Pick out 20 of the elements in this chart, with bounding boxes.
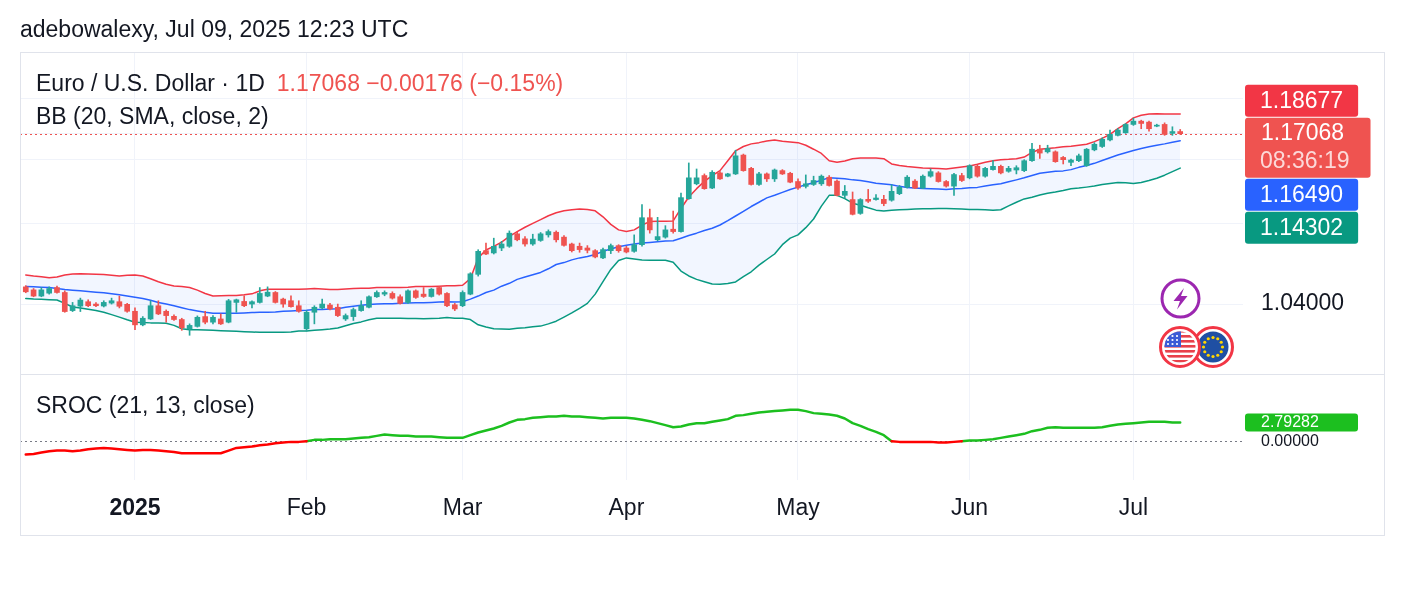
x-tick-label: Jun [951, 494, 989, 521]
text: 1.16490 [1260, 181, 1344, 207]
y-tick-label: 1.04000 [1261, 289, 1345, 316]
text: 1.14302 [1260, 214, 1344, 240]
y-tick-label: 1.17068 [1261, 119, 1345, 145]
x-tick-label: Apr [608, 494, 645, 521]
text: adebowalexy, Jul 09, 2025 12:23 UTC [20, 16, 409, 43]
y-tick-label: 2.79282 [1261, 412, 1319, 430]
x-tick-label: May [776, 494, 821, 521]
x-tick-label: Feb [286, 494, 327, 521]
text: Euro / U.S. Dollar · 1D [36, 70, 265, 97]
text: 1.18677 [1260, 87, 1344, 113]
x-tick-label: 2025 [109, 494, 161, 521]
text: SROC (21, 13, close) [36, 392, 255, 419]
text: 08:36:19 [1260, 147, 1350, 173]
x-tick-label: Mar [442, 494, 483, 521]
x-tick-label: Jul [1118, 494, 1149, 521]
y-tick-label: 0.00000 [1261, 431, 1319, 449]
annotation: 1.17068 −0.00176 (−0.15%) [276, 70, 564, 97]
text: BB (20, SMA, close, 2) [36, 103, 269, 130]
